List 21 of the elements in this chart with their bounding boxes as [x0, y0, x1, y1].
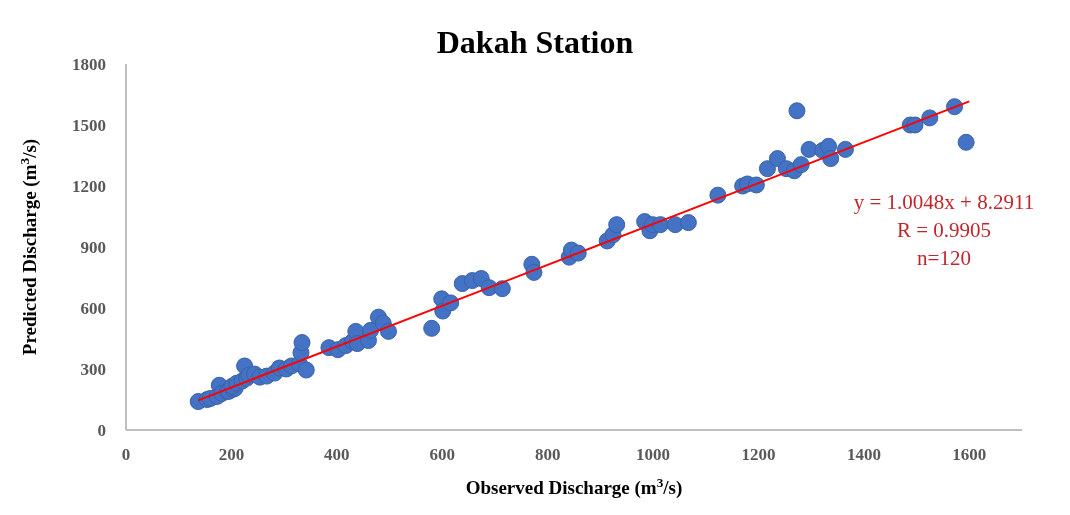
annotation: R = 0.9905 — [895, 217, 993, 244]
x-tick-label: 200 — [218, 445, 245, 465]
y-tick-label: 600 — [80, 299, 106, 319]
x-tick-label: 800 — [534, 445, 561, 465]
x-tick-label: 1600 — [952, 445, 987, 465]
x-tick-label: 1400 — [846, 445, 881, 465]
y-tick-label: 300 — [80, 360, 106, 380]
y-tick-label: 1800 — [72, 55, 106, 75]
annotation: y = 1.0048x + 8.2911 — [852, 189, 1036, 216]
x-tick-label: 400 — [324, 445, 350, 465]
x-tick-label: 1200 — [741, 445, 776, 465]
y-tick-label: 0 — [97, 421, 106, 441]
y-tick-label: 1500 — [72, 116, 106, 136]
y-tick-label: 900 — [80, 238, 106, 258]
x-tick-label: 1000 — [636, 445, 671, 465]
x-tick-label: 0 — [121, 445, 131, 465]
x-tick-label: 600 — [429, 445, 455, 465]
x-axis-title: Observed Discharge (m$^{3}$/s) — [465, 474, 683, 499]
chart-title: Dakah Station — [436, 24, 634, 60]
y-tick-label: 1200 — [72, 177, 106, 197]
annotation: n=120 — [916, 245, 972, 272]
